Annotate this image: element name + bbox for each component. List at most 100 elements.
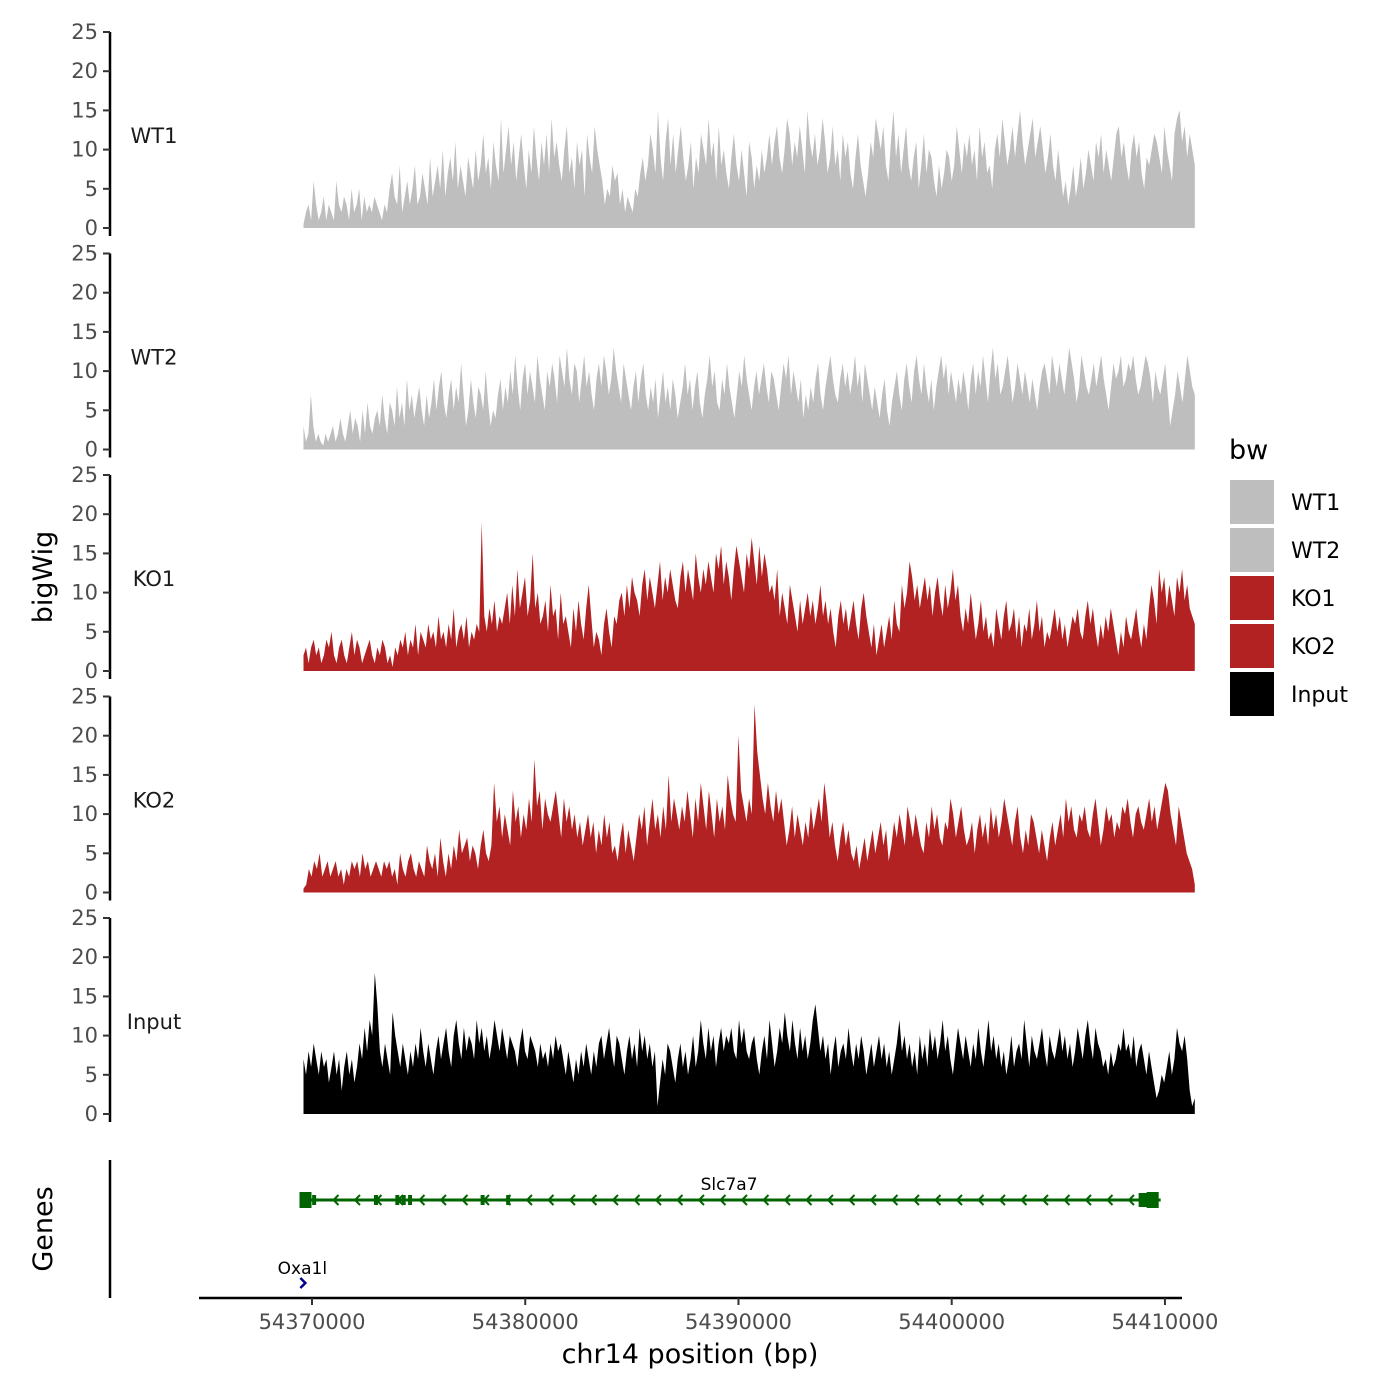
y-tick-label: 20 — [71, 502, 98, 526]
track-label-input: Input — [127, 1010, 181, 1034]
area-series-wt1 — [303, 110, 1195, 228]
strand-arrow-marker — [805, 1194, 813, 1206]
legend-label-wt2: WT2 — [1291, 539, 1340, 564]
x-tick-label: 54400000 — [898, 1310, 1005, 1334]
y-tick-label: 15 — [71, 98, 98, 122]
y-tick-label: 5 — [85, 620, 98, 644]
y-tick-label: 25 — [71, 20, 98, 44]
legend-swatch-wt1 — [1230, 480, 1274, 524]
strand-arrow-marker — [676, 1194, 684, 1206]
legend-label-wt1: WT1 — [1291, 491, 1340, 516]
strand-arrow-marker — [547, 1194, 555, 1206]
strand-arrow-marker — [1020, 1194, 1028, 1206]
strand-arrow-marker — [826, 1194, 834, 1206]
x-tick-label: 54370000 — [259, 1310, 366, 1334]
y-axis-title: bigWig — [28, 531, 59, 624]
strand-arrow-marker — [353, 1194, 361, 1206]
strand-arrow-marker — [439, 1194, 447, 1206]
strand-arrow-marker — [719, 1194, 727, 1206]
x-tick-label: 54380000 — [472, 1310, 579, 1334]
legend-label-ko2: KO2 — [1291, 635, 1336, 660]
y-tick-label: 0 — [85, 881, 98, 905]
y-tick-label: 15 — [71, 984, 98, 1008]
exon-slc7a7 — [1138, 1193, 1149, 1207]
legend-swatch-ko1 — [1230, 576, 1274, 620]
y-tick-label: 25 — [71, 906, 98, 930]
strand-arrow-marker — [1106, 1194, 1114, 1206]
y-tick-label: 25 — [71, 242, 98, 266]
genes-axis-title: Genes — [28, 1186, 59, 1271]
y-tick-label: 0 — [85, 1102, 98, 1126]
y-tick-label: 15 — [71, 763, 98, 787]
legend-swatch-wt2 — [1230, 528, 1274, 572]
y-tick-label: 10 — [71, 359, 98, 383]
strand-arrow-marker — [783, 1194, 791, 1206]
legend-swatch-ko2 — [1230, 624, 1274, 668]
y-tick-label: 10 — [71, 581, 98, 605]
area-series-input — [303, 972, 1195, 1114]
x-axis-title: chr14 position (bp) — [562, 1339, 819, 1370]
y-tick-label: 5 — [85, 1063, 98, 1087]
legend-swatch-input — [1230, 672, 1274, 716]
area-series-ko1 — [303, 522, 1195, 671]
strand-arrow-marker — [1063, 1194, 1071, 1206]
exon-slc7a7 — [373, 1195, 378, 1205]
strand-arrow-marker — [1041, 1194, 1049, 1206]
exon-slc7a7 — [312, 1195, 317, 1205]
gene-label-oxa1l: Oxa1l — [278, 1259, 327, 1279]
exon-slc7a7 — [480, 1195, 485, 1205]
strand-arrow-marker — [418, 1194, 426, 1206]
y-tick-label: 0 — [85, 659, 98, 683]
strand-arrow-marker — [869, 1194, 877, 1206]
area-series-ko2 — [303, 704, 1195, 893]
gene-label-slc7a7: Slc7a7 — [701, 1175, 758, 1195]
exon-slc7a7 — [408, 1195, 413, 1205]
track-label-wt1: WT1 — [131, 124, 178, 148]
y-tick-label: 20 — [71, 59, 98, 83]
strand-arrow-marker — [611, 1194, 619, 1206]
y-tick-label: 20 — [71, 724, 98, 748]
strand-arrow-marker — [1084, 1194, 1092, 1206]
strand-arrow-marker — [568, 1194, 576, 1206]
x-tick-label: 54410000 — [1111, 1310, 1218, 1334]
y-tick-label: 10 — [71, 1024, 98, 1048]
strand-arrow-marker — [977, 1194, 985, 1206]
strand-arrow-marker — [332, 1194, 340, 1206]
y-tick-label: 0 — [85, 216, 98, 240]
legend-label-input: Input — [1291, 683, 1348, 708]
track-label-ko2: KO2 — [133, 789, 176, 813]
strand-arrow-marker — [848, 1194, 856, 1206]
y-tick-label: 0 — [85, 438, 98, 462]
exon-slc7a7 — [395, 1195, 400, 1205]
strand-arrow-marker — [955, 1194, 963, 1206]
gene-body-oxa1l — [299, 1277, 308, 1289]
strand-arrow-marker — [740, 1194, 748, 1206]
strand-arrow-marker — [461, 1194, 469, 1206]
strand-arrow-marker — [891, 1194, 899, 1206]
exon-slc7a7 — [401, 1195, 406, 1205]
strand-arrow-marker — [934, 1194, 942, 1206]
y-tick-label: 20 — [71, 945, 98, 969]
y-tick-label: 25 — [71, 685, 98, 709]
y-tick-label: 5 — [85, 177, 98, 201]
strand-arrow-marker — [633, 1194, 641, 1206]
strand-arrow-marker — [998, 1194, 1006, 1206]
track-label-ko1: KO1 — [133, 567, 176, 591]
strand-arrow-marker — [590, 1194, 598, 1206]
y-tick-label: 20 — [71, 281, 98, 305]
y-tick-label: 15 — [71, 541, 98, 565]
area-series-wt2 — [303, 347, 1195, 450]
y-tick-label: 15 — [71, 320, 98, 344]
strand-arrow-marker — [1127, 1194, 1135, 1206]
legend-title: bw — [1229, 435, 1268, 466]
strand-arrow-marker — [912, 1194, 920, 1206]
legend-label-ko1: KO1 — [1291, 587, 1336, 612]
exon-slc7a7 — [299, 1192, 312, 1208]
strand-arrow-marker — [697, 1194, 705, 1206]
y-tick-label: 5 — [85, 841, 98, 865]
y-tick-label: 10 — [71, 802, 98, 826]
x-tick-label: 54390000 — [685, 1310, 792, 1334]
y-tick-label: 10 — [71, 138, 98, 162]
exon-slc7a7 — [506, 1195, 511, 1205]
